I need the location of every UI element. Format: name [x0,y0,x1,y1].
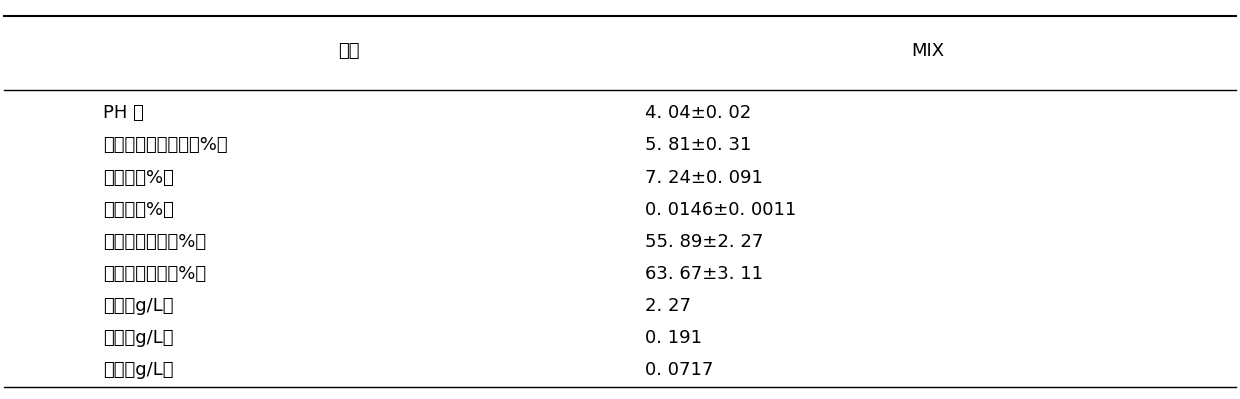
Text: 55. 89±2. 27: 55. 89±2. 27 [645,233,763,251]
Text: 4. 04±0. 02: 4. 04±0. 02 [645,104,751,122]
Text: 中性洗涤纤维（%）: 中性洗涤纤维（%） [103,233,206,251]
Text: 可溶性碳水化合物（%）: 可溶性碳水化合物（%） [103,136,227,154]
Text: PH 值: PH 值 [103,104,144,122]
Text: 5. 81±0. 31: 5. 81±0. 31 [645,136,751,154]
Text: 酸性洗涤纤维（%）: 酸性洗涤纤维（%） [103,265,206,283]
Text: 氨态氮（%）: 氨态氮（%） [103,201,174,219]
Text: MIX: MIX [911,42,945,60]
Text: 0. 0146±0. 0011: 0. 0146±0. 0011 [645,201,796,219]
Text: 指标: 指标 [339,42,360,60]
Text: 0. 191: 0. 191 [645,329,702,347]
Text: 蛋白质（%）: 蛋白质（%） [103,168,174,187]
Text: 0. 0717: 0. 0717 [645,361,713,379]
Text: 乳酸（g/L）: 乳酸（g/L） [103,297,174,315]
Text: 7. 24±0. 091: 7. 24±0. 091 [645,168,763,187]
Text: 2. 27: 2. 27 [645,297,691,315]
Text: 63. 67±3. 11: 63. 67±3. 11 [645,265,763,283]
Text: 丙酸（g/L）: 丙酸（g/L） [103,361,174,379]
Text: 乙酸（g/L）: 乙酸（g/L） [103,329,174,347]
